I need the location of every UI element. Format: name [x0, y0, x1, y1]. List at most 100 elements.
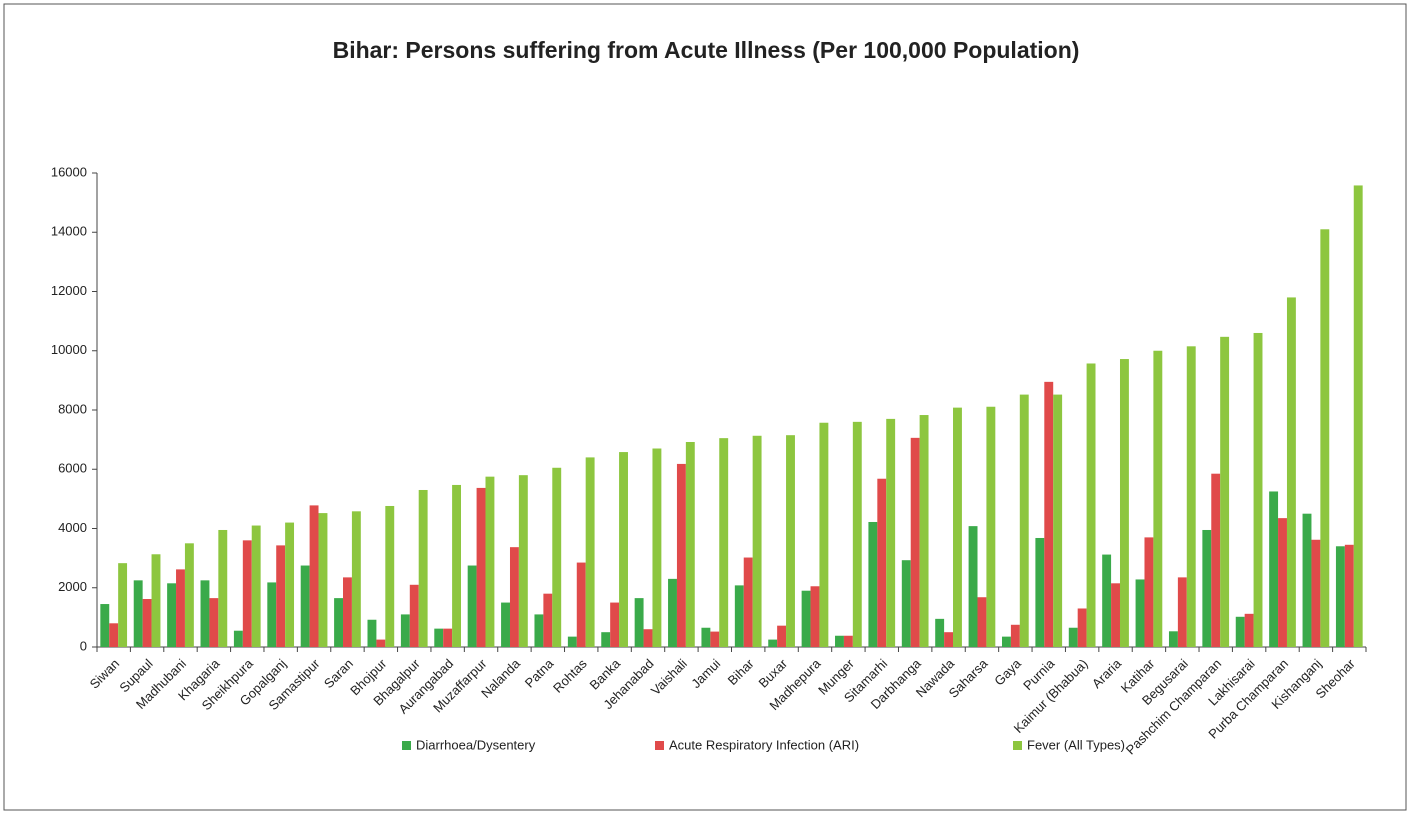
bar	[619, 452, 628, 647]
bar	[118, 563, 128, 647]
bar	[1102, 554, 1112, 647]
bar	[1044, 381, 1054, 647]
bar	[801, 590, 811, 647]
bar	[710, 631, 720, 647]
legend-label: Diarrhoea/Dysentery	[416, 737, 536, 752]
bar	[1235, 616, 1245, 647]
bar	[1135, 579, 1145, 647]
y-tick-label: 14000	[51, 224, 87, 239]
bar	[267, 582, 277, 647]
bar	[1153, 350, 1163, 647]
bar	[585, 457, 595, 647]
bar	[810, 586, 820, 647]
bar	[151, 554, 161, 647]
bar	[852, 421, 862, 647]
y-tick-label: 16000	[51, 164, 87, 179]
bar	[534, 614, 544, 647]
bar	[877, 478, 887, 647]
legend-label: Fever (All Types)	[1027, 737, 1125, 752]
y-tick-label: 0	[80, 638, 87, 653]
legend-label: Acute Respiratory Infection (ARI)	[669, 737, 859, 752]
y-tick-label: 2000	[58, 579, 87, 594]
bar	[385, 505, 395, 647]
bar	[1220, 336, 1230, 647]
bar	[133, 580, 143, 647]
bar	[300, 565, 310, 647]
frame	[3, 3, 1407, 811]
bar	[986, 406, 996, 647]
bar	[552, 467, 562, 647]
bar	[218, 529, 228, 647]
bar	[434, 628, 444, 647]
bar	[184, 543, 194, 647]
bar	[1202, 529, 1212, 647]
bar	[367, 619, 377, 647]
bar	[601, 632, 611, 647]
bar	[676, 463, 686, 647]
bar	[334, 598, 344, 647]
bar	[1177, 577, 1187, 647]
bar	[109, 623, 119, 647]
bar	[835, 635, 844, 647]
bar	[944, 632, 954, 647]
bar	[100, 604, 110, 647]
bar	[576, 562, 586, 647]
bar	[868, 521, 878, 647]
bar	[1086, 363, 1096, 647]
bar	[343, 577, 352, 647]
bar	[901, 560, 911, 647]
bar	[734, 585, 744, 647]
bar	[409, 584, 419, 647]
bar	[777, 625, 787, 647]
bar	[1335, 546, 1345, 647]
bar	[1253, 332, 1263, 647]
bar	[1302, 513, 1312, 647]
bar	[176, 569, 185, 647]
bar	[285, 522, 295, 647]
bar	[1211, 473, 1221, 647]
bar	[953, 407, 962, 647]
bar	[167, 583, 177, 647]
bar	[701, 627, 711, 647]
bar	[400, 614, 410, 647]
bar	[1186, 346, 1196, 647]
legend-swatch	[655, 741, 664, 750]
bar	[1053, 394, 1063, 647]
bar	[418, 489, 428, 647]
bar	[634, 598, 644, 647]
bar	[518, 475, 528, 647]
bar	[501, 602, 510, 647]
bar	[668, 578, 677, 647]
bar	[1111, 583, 1120, 647]
y-tick-label: 4000	[58, 520, 87, 535]
y-tick-label: 6000	[58, 461, 87, 476]
bar	[1001, 636, 1011, 647]
bar	[768, 639, 778, 647]
bar	[752, 435, 762, 647]
bar	[452, 484, 462, 647]
bar	[910, 437, 920, 647]
bar	[843, 635, 853, 647]
bar	[685, 441, 695, 647]
bar	[643, 629, 653, 647]
bar	[276, 545, 286, 647]
bar	[1144, 537, 1154, 647]
bar	[1068, 627, 1078, 647]
bar	[233, 630, 243, 647]
legend-swatch	[1013, 741, 1022, 750]
y-tick-label: 10000	[51, 342, 87, 357]
bar	[1353, 185, 1363, 647]
bar	[209, 598, 219, 647]
bar	[1286, 297, 1296, 647]
bar	[376, 639, 386, 647]
bar	[977, 597, 987, 647]
bar	[543, 593, 553, 647]
bar	[1311, 539, 1321, 647]
chart-title: Bihar: Persons suffering from Acute Illn…	[333, 37, 1080, 63]
bar	[819, 422, 829, 647]
bar	[509, 547, 519, 647]
bar	[1269, 491, 1279, 647]
legend-swatch	[402, 741, 411, 750]
bar	[142, 599, 152, 647]
